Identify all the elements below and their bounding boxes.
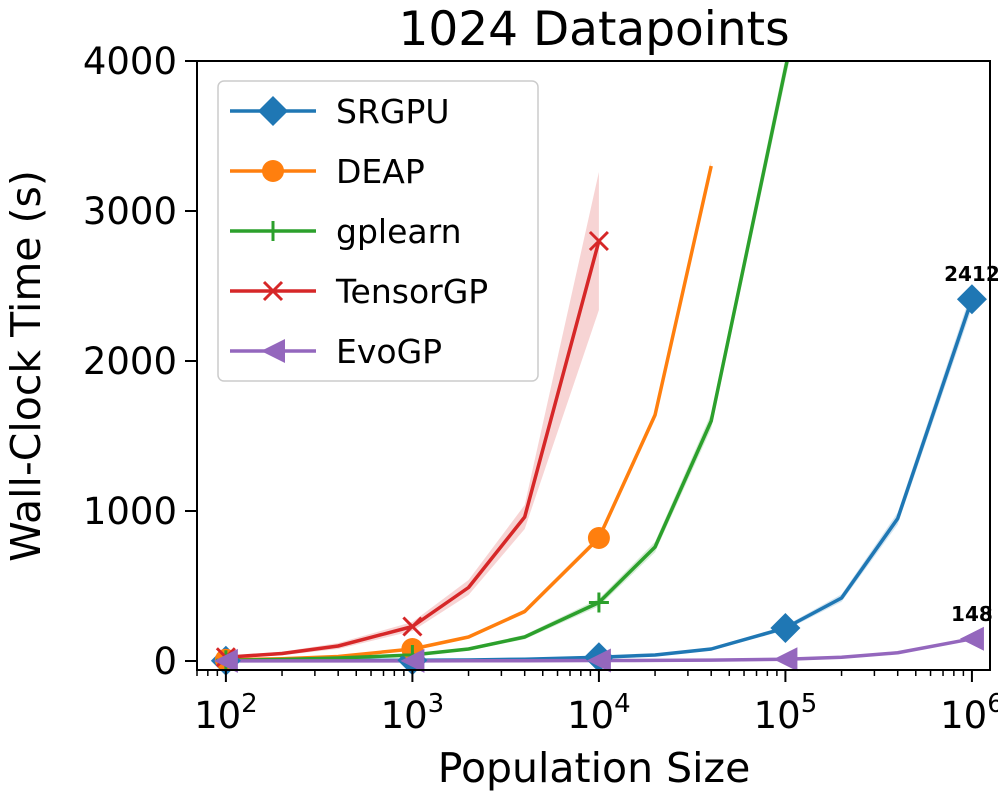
legend-item-gplearn: gplearn <box>230 212 462 251</box>
evogp-point <box>400 648 425 673</box>
tensorgp-point <box>402 616 423 637</box>
legend-marker <box>263 221 283 241</box>
x-tick-label: 105 <box>754 689 818 737</box>
y-tick-label: 4000 <box>83 40 177 83</box>
legend-label: EvoGP <box>336 332 442 371</box>
gplearn-line <box>225 61 789 662</box>
legend-marker <box>258 96 288 126</box>
x-tick-exponent: 2 <box>241 689 258 719</box>
y-tick-label: 2000 <box>83 340 177 383</box>
x-tick-exponent: 5 <box>801 689 818 719</box>
legend-item-srgpu: SRGPU <box>230 92 450 131</box>
series-markers <box>210 230 987 676</box>
plot-frame <box>196 60 991 671</box>
y-axis-ticks: 0 1000 2000 3000 4000 <box>83 40 197 683</box>
tensorgp-band <box>225 172 599 659</box>
x-tick-base: 10 <box>567 694 614 737</box>
evogp-point <box>959 626 984 651</box>
tensorgp-point <box>588 230 609 252</box>
x-tick-base: 10 <box>381 694 428 737</box>
x-tick-base: 10 <box>754 694 801 737</box>
chart-title: 1024 Datapoints <box>398 2 789 57</box>
y-tick-label: 3000 <box>83 190 177 233</box>
x-tick-base: 10 <box>940 694 987 737</box>
srgpu-point <box>956 284 987 315</box>
legend-label: SRGPU <box>336 92 450 131</box>
y-tick-label: 1000 <box>83 490 177 533</box>
legend: SRGPU DEAP gplearn TensorGP EvoGP <box>217 80 539 382</box>
legend-item-tensorgp: TensorGP <box>230 272 488 311</box>
x-tick-exponent: 6 <box>987 689 998 719</box>
x-tick-label: 103 <box>381 689 445 737</box>
legend-item-deap: DEAP <box>230 152 425 191</box>
deap-point <box>587 527 610 549</box>
legend-marker <box>261 339 285 363</box>
legend-box <box>217 80 539 382</box>
x-tick-label: 102 <box>194 689 258 737</box>
legend-marker <box>262 160 284 182</box>
gplearn-point <box>588 592 609 613</box>
evogp-point <box>213 648 238 673</box>
srgpu-point <box>770 613 801 643</box>
legend-item-evogp: EvoGP <box>230 332 442 371</box>
legend-label: TensorGP <box>335 272 488 311</box>
x-tick-label: 106 <box>940 689 998 737</box>
y-tick-label: 0 <box>153 640 177 683</box>
evogp-point <box>773 647 798 672</box>
legend-label: gplearn <box>336 212 462 251</box>
legend-marker <box>262 280 284 302</box>
y-axis-label: Wall-Clock Time (s) <box>2 170 50 562</box>
data-label: 148 <box>951 602 993 626</box>
x-tick-exponent: 3 <box>428 689 445 719</box>
evogp-point <box>586 648 611 673</box>
legend-label: DEAP <box>336 152 425 191</box>
x-axis-label: Population Size <box>438 744 751 792</box>
x-axis-ticks: 102 103 104 105 106 <box>194 670 998 737</box>
x-tick-base: 10 <box>194 694 241 737</box>
x-tick-label: 104 <box>567 689 631 737</box>
confidence-bands <box>225 61 972 661</box>
x-tick-exponent: 4 <box>614 689 631 719</box>
